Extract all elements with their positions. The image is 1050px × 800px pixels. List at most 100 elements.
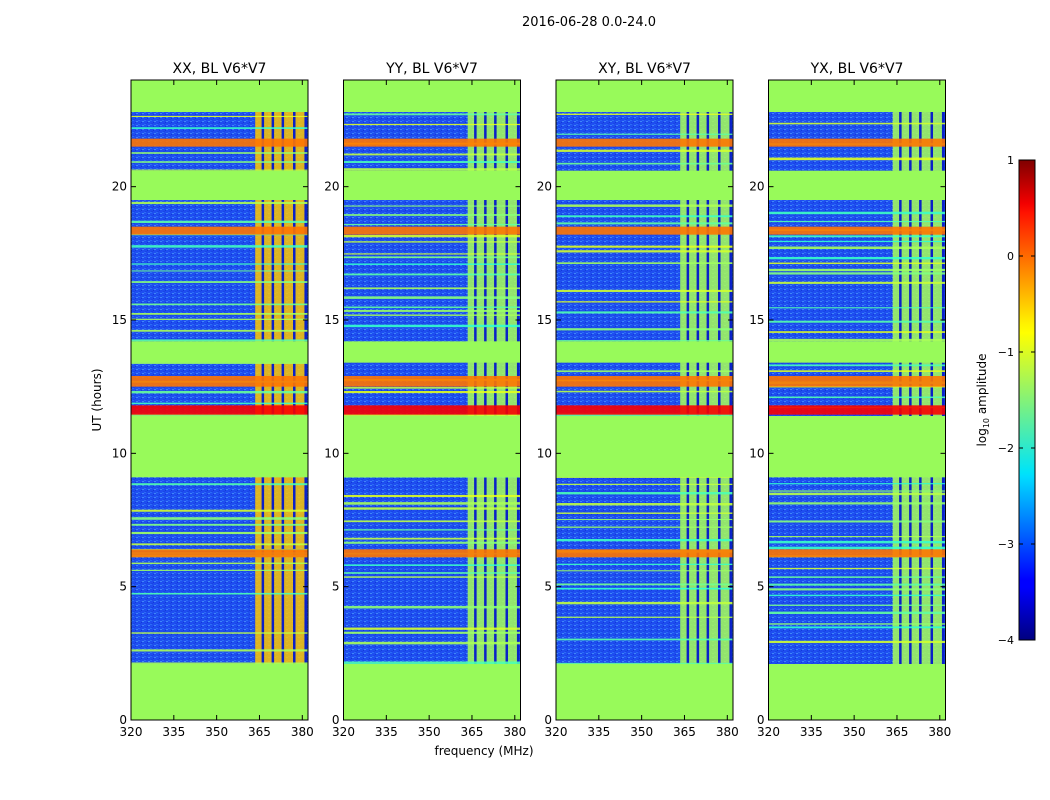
x-tick-label: 320 (332, 725, 355, 739)
rfi-line (556, 162, 733, 165)
rfi-line (768, 540, 946, 544)
x-tick-label: 380 (716, 725, 739, 739)
x-tick-label: 380 (928, 725, 951, 739)
y-tick-label: 5 (119, 580, 127, 594)
rfi-line (343, 387, 521, 389)
rfi-line (768, 594, 946, 597)
colorbar-gradient (1018, 159, 1036, 641)
panel-3: XY, BL V6*V7 320 335 350 365 380 0 5 10 15 20 (537, 61, 739, 739)
rfi-line (131, 390, 308, 394)
rfi-line (556, 413, 733, 416)
panel-title: YY, BL V6*V7 (385, 61, 478, 77)
rfi-line (768, 320, 946, 323)
y-tick-label: 15 (324, 313, 339, 327)
rfi-line (768, 611, 946, 615)
rfi-line (768, 262, 946, 265)
high-amplitude-band-0 (343, 405, 521, 415)
rfi-line (343, 273, 521, 276)
channel-gap-0 (899, 80, 902, 720)
rfi-line (556, 512, 733, 514)
rfi-line (343, 627, 521, 630)
rfi-line (343, 205, 521, 207)
colorbar-tick-label: −3 (998, 538, 1014, 551)
rfi-line (768, 536, 946, 538)
rfi-line (768, 240, 946, 243)
rfi-line (768, 246, 946, 250)
rfi-line (343, 605, 521, 609)
colorbar-tick-label: −4 (998, 634, 1014, 647)
heatmap-image (556, 80, 733, 720)
rfi-line (343, 263, 521, 265)
colorbar-tick-label: 0 (1007, 250, 1014, 263)
high-amplitude-band-1 (768, 376, 946, 387)
rfi-line (131, 127, 308, 129)
rfi-line (343, 502, 521, 505)
flagged-region-2 (556, 341, 733, 363)
rfi-line (768, 272, 946, 275)
rfi-line (768, 567, 946, 570)
rfi-line (131, 115, 308, 117)
heatmap-image (768, 80, 946, 720)
rfi-line (768, 626, 946, 629)
x-tick-label: 365 (248, 725, 271, 739)
colorbar-label-sub: 10 (982, 418, 991, 428)
axes-frame (130, 79, 309, 721)
y-tick-label: 15 (537, 313, 552, 327)
rfi-line (343, 113, 521, 116)
rfi-line (131, 483, 308, 486)
rfi-line (556, 616, 733, 618)
panel-4: YX, BL V6*V7 320 335 350 365 380 0 5 10 15 20 (749, 61, 951, 739)
rfi-line (343, 168, 521, 171)
colorbar-tick-label: −2 (998, 442, 1014, 455)
rfi-line (768, 385, 946, 388)
x-tick-label: 335 (800, 725, 823, 739)
rfi-line (343, 324, 521, 328)
rfi-line (343, 494, 521, 498)
rfi-line (131, 361, 308, 364)
rfi-line (343, 123, 521, 126)
rfi-line (556, 204, 733, 207)
channel-gap-1 (271, 80, 275, 720)
high-amplitude-band-3 (131, 138, 308, 147)
heatmap-image (131, 80, 308, 720)
rfi-line (131, 281, 308, 283)
rfi-line (131, 531, 308, 535)
colorbar-label-rest: amplitude (975, 354, 989, 418)
rfi-line (768, 490, 946, 492)
panel-1: XX, BL V6*V7 320 335 350 365 380 0 5 10 15 20 (112, 61, 314, 739)
y-tick-label: 20 (112, 180, 127, 194)
heatmap-image (343, 80, 521, 720)
rfi-line (343, 641, 521, 645)
flagged-region-3 (768, 170, 946, 200)
rfi-line (131, 313, 308, 315)
x-tick-label: 380 (291, 725, 314, 739)
rfi-line (768, 338, 946, 342)
y-tick-label: 20 (749, 180, 764, 194)
flagged-region-0 (343, 664, 521, 720)
rfi-line (768, 583, 946, 586)
rfi-line (556, 662, 733, 664)
panel-title: YX, BL V6*V7 (810, 61, 904, 77)
rfi-line (556, 492, 733, 495)
rfi-line (343, 564, 521, 566)
rfi-line (768, 268, 946, 272)
rfi-line (343, 529, 521, 531)
rfi-line (131, 245, 308, 248)
flagged-region-0 (768, 664, 946, 720)
rfi-line (131, 263, 308, 265)
x-tick-label: 350 (205, 725, 228, 739)
rfi-line (343, 414, 521, 416)
x-tick-label: 335 (162, 725, 185, 739)
y-tick-label: 10 (324, 446, 339, 460)
rfi-line (768, 604, 946, 606)
rfi-line (768, 588, 946, 591)
rfi-line (131, 402, 308, 405)
rfi-line (556, 638, 733, 641)
rfi-line (131, 509, 308, 512)
y-tick-label: 0 (119, 713, 127, 727)
rfi-line (343, 391, 521, 394)
x-tick-label: 365 (886, 725, 909, 739)
